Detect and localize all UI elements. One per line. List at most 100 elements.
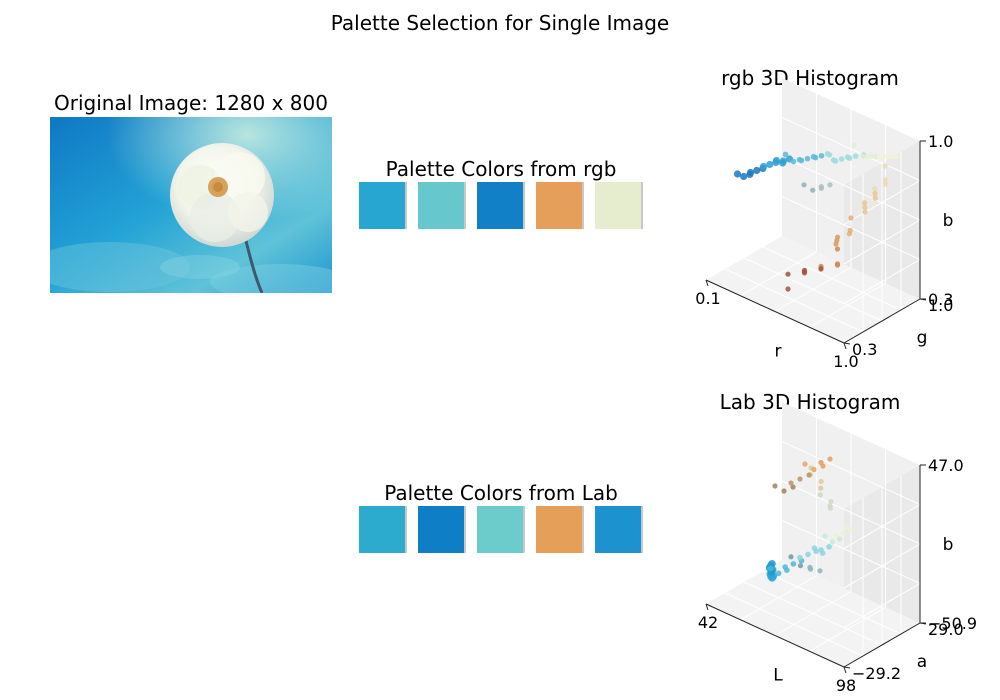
- x-tick: [843, 342, 847, 350]
- grid-line: [843, 543, 921, 589]
- grid-line: [781, 156, 921, 221]
- scatter-point: [781, 488, 787, 494]
- grid-line: [843, 504, 921, 549]
- scatter-point: [882, 181, 889, 187]
- scatter-point: [772, 483, 778, 489]
- y-axis-label: a: [917, 652, 927, 672]
- scatter-point: [772, 156, 781, 165]
- x-axis-line: [705, 603, 845, 668]
- grid-line: [781, 441, 921, 505]
- scatter-point: [872, 190, 878, 197]
- scatter-point: [797, 554, 803, 561]
- scatter-point: [885, 154, 892, 160]
- scatter-point: [837, 536, 843, 542]
- z-axis-label: b: [943, 211, 954, 231]
- scatter-point: [810, 187, 816, 193]
- palette-swatch: [595, 506, 643, 553]
- grid-line: [762, 570, 902, 635]
- scatter-point: [872, 195, 878, 201]
- scatter-point: [851, 142, 857, 148]
- scatter-point: [894, 154, 900, 160]
- scatter-point: [828, 498, 834, 505]
- scatter-point: [805, 551, 811, 558]
- scatter-point: [872, 153, 879, 160]
- z-axis-label: b: [943, 535, 954, 555]
- scatter-point: [818, 547, 824, 553]
- scatter-point: [740, 172, 748, 181]
- scatter-point: [877, 154, 883, 160]
- scatter-point: [817, 568, 823, 574]
- x-tick-label: 42: [698, 613, 718, 632]
- scatter-point: [827, 456, 833, 462]
- scatter-point: [817, 492, 823, 498]
- scatter-point: [834, 246, 841, 252]
- scatter-point: [846, 231, 853, 237]
- lab-histogram-title: Lab 3D Histogram: [719, 390, 901, 414]
- y-axis-line: [843, 622, 921, 668]
- scatter-point: [868, 153, 874, 159]
- x-tick-label: 1.0: [833, 352, 858, 371]
- scatter-point: [818, 485, 824, 491]
- scatter-point: [862, 204, 868, 210]
- grid-line: [843, 219, 921, 265]
- scatter-point: [797, 476, 803, 482]
- palette-swatch: [418, 506, 466, 553]
- z-tick-label: 1.0: [928, 132, 953, 151]
- scatter-point: [833, 533, 839, 539]
- scatter-point: [829, 539, 835, 545]
- scatter-point: [801, 270, 808, 276]
- scatter-point: [766, 160, 774, 169]
- scatter-point: [830, 157, 837, 163]
- z-tick-label: 0.3: [928, 290, 953, 309]
- scatter-point: [882, 163, 888, 169]
- x-axis-label: r: [775, 342, 782, 362]
- grid-line: [743, 257, 883, 322]
- scatter-point: [881, 154, 887, 160]
- y-axis-line: [843, 298, 921, 344]
- scatter-point: [782, 564, 788, 570]
- scatter-point: [840, 530, 846, 536]
- scatter-point: [767, 565, 774, 572]
- palette-swatch: [359, 506, 407, 553]
- scatter-point: [790, 561, 797, 567]
- y-axis-label: g: [917, 328, 928, 348]
- y-tick: [843, 666, 851, 669]
- figure-title: Palette Selection for Single Image: [330, 11, 670, 35]
- image-panel-title: Original Image: 1280 x 800: [54, 91, 328, 115]
- y-tick-label: −29.2: [852, 664, 901, 683]
- x-tick: [843, 666, 847, 674]
- x-tick: [705, 279, 709, 287]
- scatter-point: [838, 156, 845, 162]
- scatter-point: [844, 524, 850, 530]
- grid-line: [809, 606, 886, 652]
- scatter-point: [818, 459, 824, 466]
- scatter-point: [790, 484, 796, 490]
- scatter-point: [788, 480, 794, 486]
- scatter-point: [822, 533, 828, 539]
- scatter-point: [848, 215, 854, 221]
- z-tick-label: −50.9: [928, 614, 977, 633]
- x-tick-label: 0.1: [695, 289, 720, 308]
- scatter-point: [811, 466, 817, 473]
- grid-line: [762, 246, 902, 311]
- scatter-point: [753, 166, 761, 175]
- x-tick-label: 98: [836, 676, 856, 695]
- scatter-point: [788, 554, 794, 560]
- scatter-point: [733, 170, 742, 178]
- x-axis-label: L: [773, 666, 783, 686]
- scatter-point: [804, 155, 811, 162]
- scatter-point: [827, 505, 834, 511]
- palette-swatch: [418, 182, 466, 229]
- palette-swatch: [536, 182, 584, 229]
- scatter-point: [818, 152, 825, 159]
- palette-lab-title: Palette Colors from Lab: [384, 481, 618, 505]
- palette-rgb: [359, 182, 643, 229]
- scatter-point: [852, 153, 859, 159]
- scatter-point: [848, 527, 854, 533]
- scatter-point: [826, 544, 832, 550]
- scatter-point: [796, 156, 803, 163]
- scatter-point: [802, 461, 808, 467]
- scatter-point: [779, 157, 787, 165]
